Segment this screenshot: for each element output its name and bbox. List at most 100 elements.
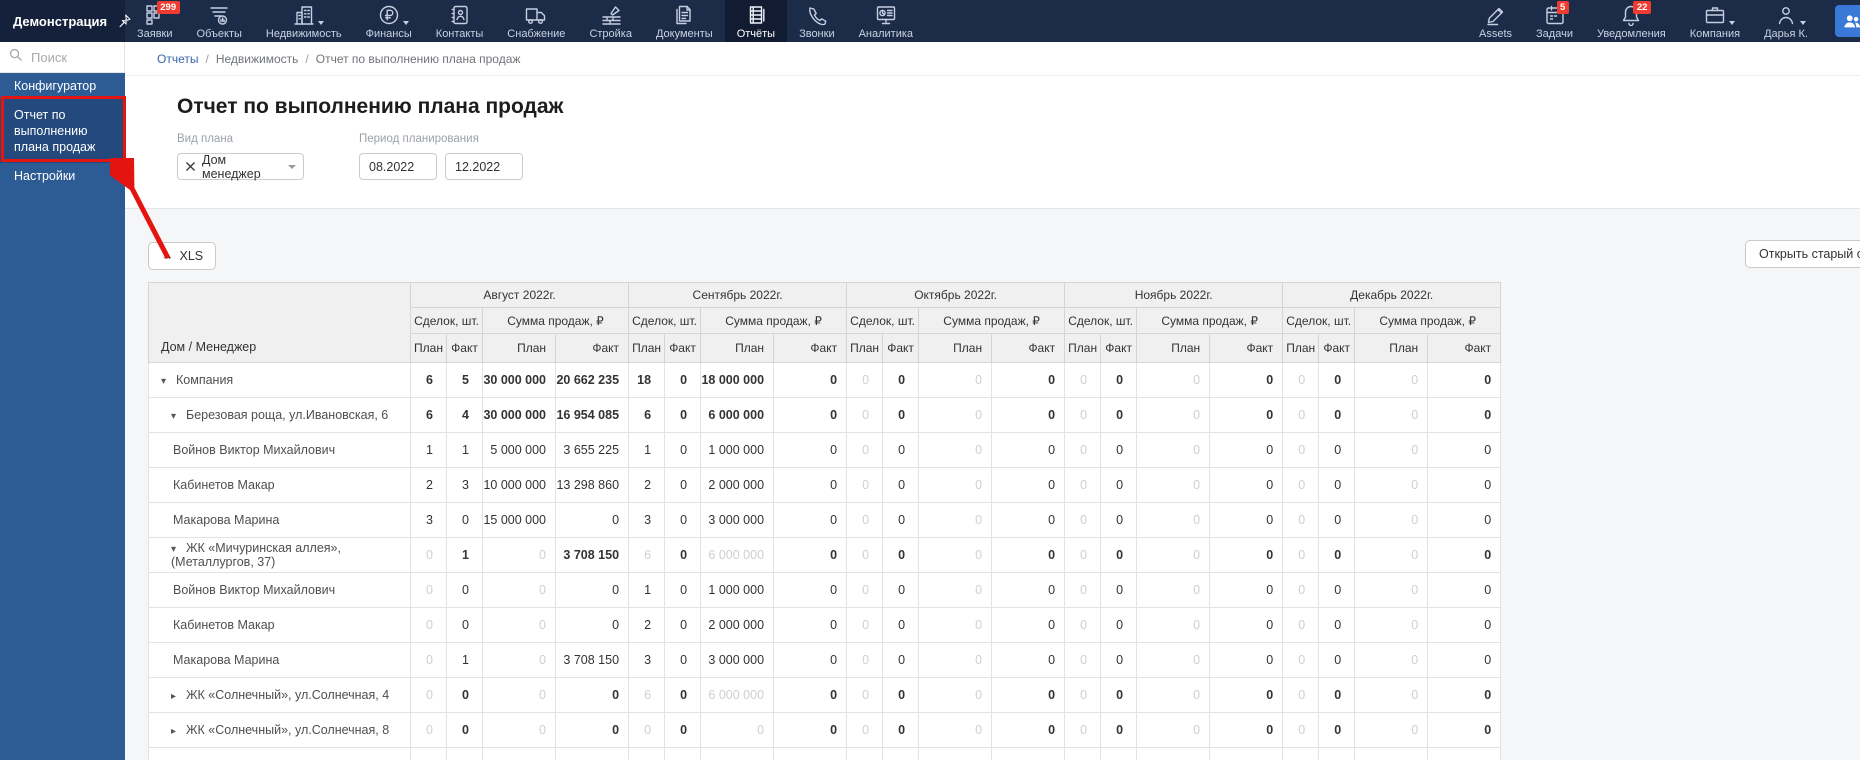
row-name[interactable]: ▾ Березовая роща, ул.Ивановская, 6 bbox=[148, 397, 411, 433]
nav-item-contacts[interactable]: Контакты bbox=[424, 0, 496, 42]
open-old-report-button[interactable]: Открыть старый о bbox=[1745, 240, 1860, 268]
nav-item-person[interactable]: Дарья К. bbox=[1752, 0, 1820, 42]
row-name[interactable]: ▾ Компания bbox=[148, 362, 411, 398]
value-cell: 0 bbox=[1136, 712, 1211, 748]
value-cell: 0 bbox=[882, 397, 920, 433]
breadcrumb-item-0[interactable]: Отчеты bbox=[157, 51, 199, 66]
breadcrumb: Отчеты / Недвижимость / Отчет по выполнению … bbox=[157, 52, 520, 66]
period-from-input[interactable] bbox=[359, 153, 437, 180]
value-cell: 0 bbox=[1282, 467, 1320, 503]
value-cell: 0 bbox=[773, 537, 848, 573]
period-to-input[interactable] bbox=[445, 153, 523, 180]
collapse-row-icon[interactable]: ▾ bbox=[171, 544, 177, 555]
nav-item-briefcase[interactable]: Компания bbox=[1678, 0, 1752, 42]
value-cell: 0 bbox=[882, 712, 920, 748]
clear-icon[interactable] bbox=[185, 161, 196, 172]
sales-plan-table: Дом / Менеджер Август 2022г. Сентябрь 2022… bbox=[148, 282, 1502, 760]
nav-item-report[interactable]: Отчёты bbox=[724, 0, 788, 42]
value-cell: 0 bbox=[1100, 362, 1138, 398]
nav-item-ruble[interactable]: Финансы bbox=[354, 0, 424, 42]
team-button[interactable] bbox=[1835, 5, 1860, 37]
notification-badge: 22 bbox=[1633, 1, 1651, 14]
value-cell: 6 000 000 bbox=[700, 537, 775, 573]
value-cell: 1 000 000 bbox=[700, 432, 775, 468]
pin-icon[interactable] bbox=[116, 13, 132, 29]
value-cell: 0 bbox=[991, 572, 1066, 608]
expand-row-icon[interactable]: ▸ bbox=[171, 691, 177, 702]
value-cell: 3 bbox=[446, 467, 483, 503]
value-cell: 5 000 000 bbox=[482, 432, 556, 468]
collapse-row-icon[interactable]: ▾ bbox=[161, 376, 167, 387]
sidebar-item-1[interactable]: Отчет по выполнению плана продаж bbox=[0, 99, 125, 163]
row-name[interactable]: ▸ ЖК «Солнечный», ул.Солнечная, 8 bbox=[148, 712, 411, 748]
search-input[interactable] bbox=[29, 48, 115, 66]
table-row: Войнов Виктор Михайлович 0 0 0 0 1 0 1 000 000 0… bbox=[148, 572, 1502, 608]
value-cell: 1 bbox=[446, 537, 483, 573]
value-cell: 0 bbox=[1282, 572, 1320, 608]
nav-item-analytics[interactable]: Аналитика bbox=[847, 0, 925, 42]
objects-icon bbox=[206, 3, 232, 27]
value-cell: 0 bbox=[1064, 677, 1102, 713]
row-name[interactable]: ▸ ЖК «Солнечный», ул.Солнечная, 4 bbox=[148, 677, 411, 713]
value-cell: 0 bbox=[1100, 502, 1138, 538]
nav-item-construction[interactable]: Стройка bbox=[577, 0, 644, 42]
nav-item-calendar[interactable]: 5 Задачи bbox=[1524, 0, 1585, 42]
value-cell: 3 000 000 bbox=[700, 502, 775, 538]
value-cell: 0 bbox=[1136, 502, 1211, 538]
expand-row-icon[interactable]: ▸ bbox=[171, 726, 177, 737]
value-cell: 0 bbox=[773, 362, 848, 398]
value-cell: 2 bbox=[628, 607, 666, 643]
value-cell: 0 bbox=[446, 572, 483, 608]
value-cell: 0 bbox=[410, 712, 447, 748]
sidebar-item-0[interactable]: Конфигуратор bbox=[14, 79, 97, 93]
nav-item-label: Снабжение bbox=[507, 28, 566, 40]
nav-item-documents[interactable]: Документы bbox=[644, 0, 725, 42]
value-cell: 0 bbox=[1064, 537, 1102, 573]
nav-item-label: Контакты bbox=[435, 28, 484, 40]
arrow-right-icon: → bbox=[161, 249, 174, 263]
nav-item-truck[interactable]: Снабжение bbox=[495, 0, 577, 42]
breadcrumb-item-1[interactable]: Недвижимость bbox=[215, 51, 299, 66]
value-cell: 0 bbox=[482, 607, 556, 643]
value-cell: 0 bbox=[1136, 537, 1211, 573]
sales-sum-header: Сумма продаж, ₽ bbox=[918, 307, 1066, 334]
nav-item-grid[interactable]: 299 Заявки bbox=[125, 0, 185, 42]
row-name: Войнов Виктор Михайлович bbox=[148, 432, 411, 468]
nav-item-pencil[interactable]: Assets bbox=[1467, 0, 1524, 42]
plan-type-select[interactable]: Дом менеджер bbox=[177, 153, 304, 181]
row-name[interactable]: ▾ ЖК «Мичуринская аллея», (Металлургов, 3… bbox=[148, 537, 411, 573]
value-cell: 6 bbox=[628, 537, 666, 573]
collapse-row-icon[interactable]: ▾ bbox=[171, 411, 177, 422]
workspace-switcher[interactable]: Демонстрация bbox=[0, 0, 131, 42]
deals-count-header: Сделок, шт. bbox=[410, 307, 483, 334]
value-cell: 0 bbox=[918, 362, 993, 398]
export-xls-button[interactable]: → XLS bbox=[148, 242, 217, 270]
deals-count-header: Сделок, шт. bbox=[1064, 307, 1138, 334]
breadcrumb-separator: / bbox=[205, 51, 209, 66]
value-cell: 3 bbox=[410, 502, 447, 538]
sales-sum-header: Сумма продаж, ₽ bbox=[1354, 307, 1502, 334]
nav-item-label: Недвижимость bbox=[265, 28, 342, 40]
value-cell: 0 bbox=[773, 607, 848, 643]
value-cell: 1 bbox=[446, 432, 483, 468]
value-cell: 0 bbox=[1427, 642, 1502, 678]
value-cell: 0 bbox=[1209, 467, 1284, 503]
sidebar-menu: Конфигуратор Отчет по выполнению плана пр… bbox=[0, 73, 125, 189]
value-cell: 0 bbox=[1136, 362, 1211, 398]
value-cell: 0 bbox=[1282, 712, 1320, 748]
sidebar-item-2[interactable]: Настройки bbox=[14, 169, 76, 183]
nav-item-building[interactable]: Недвижимость bbox=[254, 0, 354, 42]
construction-icon bbox=[598, 3, 624, 27]
nav-item-bell[interactable]: 22 Уведомления bbox=[1585, 0, 1678, 42]
nav-item-phone[interactable]: Звонки bbox=[787, 0, 847, 42]
export-xls-label: XLS bbox=[179, 249, 204, 263]
value-cell: 0 bbox=[1064, 362, 1102, 398]
value-cell: 0 bbox=[1318, 607, 1356, 643]
value-cell: 0 bbox=[1354, 572, 1429, 608]
value-cell: 0 bbox=[846, 677, 884, 713]
value-cell: 0 bbox=[773, 712, 848, 748]
value-cell: 6 000 000 bbox=[700, 677, 775, 713]
value-cell: 0 bbox=[1209, 537, 1284, 573]
nav-item-objects[interactable]: Объекты bbox=[185, 0, 254, 42]
row-name: Макарова Марина bbox=[148, 502, 411, 538]
